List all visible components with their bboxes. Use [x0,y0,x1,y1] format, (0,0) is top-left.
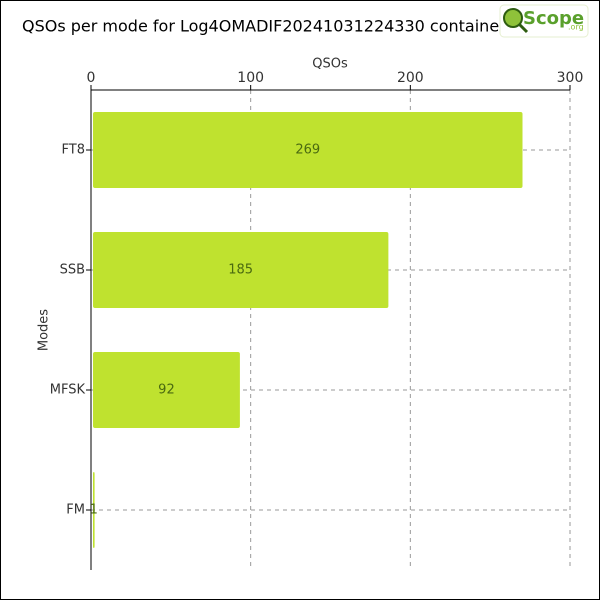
bar [93,472,95,548]
bar [93,232,389,308]
logo-suffix: .org [568,23,584,32]
bar [93,352,240,428]
x-tick-label: 100 [237,70,264,86]
logo-handle [517,22,529,34]
logo-text: Scope [523,8,584,29]
y-tick-label: MFSK [50,383,86,398]
value-label: 92 [158,383,175,398]
value-label: 1 [90,503,98,518]
logo: Scope .org [499,4,589,38]
x-tick-label: 200 [397,70,424,86]
bar [93,112,523,188]
value-label: 185 [228,263,253,278]
x-tick-label: 300 [557,70,584,86]
value-label: 269 [295,143,320,158]
logo-icon [503,8,523,28]
y-tick-label: FT8 [62,143,85,158]
y-tick-label: FM [66,503,85,518]
y-axis-label: Modes [37,309,52,351]
x-axis-label: QSOs [312,57,348,72]
chart-title: QSOs per mode for Log4OMADIF202410312243… [22,17,509,36]
x-tick-label: 0 [87,70,96,86]
y-tick-label: SSB [60,263,85,278]
